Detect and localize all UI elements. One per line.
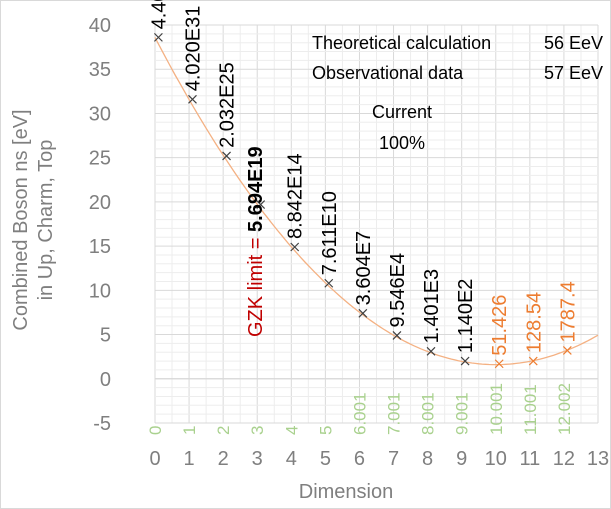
y-tick-label: 35 (89, 59, 111, 81)
marker-stroke (324, 278, 334, 288)
data-point-marker (290, 242, 300, 252)
current-value: 100% (379, 133, 425, 153)
data-point-marker (460, 356, 470, 366)
data-label: 9.546E4 (387, 253, 409, 328)
dimension-label: 0 (146, 426, 165, 435)
data-point-marker (256, 200, 266, 209)
marker-stroke (256, 200, 266, 209)
marker-stroke (494, 359, 504, 369)
data-point-marker (358, 308, 368, 318)
y-axis-title-line-1: Combined Boson ns [eV] (10, 109, 32, 330)
dimension-label: 10.001 (487, 383, 506, 435)
marker-stroke (460, 356, 470, 366)
data-label: 2.032E25 (217, 62, 239, 148)
data-label: 7.611E10 (319, 191, 341, 275)
dimension-label: 2 (214, 426, 233, 435)
gzk-limit-value: 5.694E19 (245, 146, 267, 232)
current-label: Current (372, 102, 432, 122)
data-label: 51.426 (489, 295, 511, 356)
data-point-marker (426, 346, 436, 356)
dimension-label: 6.001 (350, 392, 369, 435)
marker-stroke (426, 346, 436, 356)
data-label: 4.408E38 (148, 0, 170, 29)
dimension-label: 1 (180, 426, 199, 435)
y-tick-label: 40 (89, 15, 111, 37)
data-label: 1787.4 (557, 281, 579, 342)
data-points (153, 32, 572, 369)
x-tick-label: 4 (286, 448, 297, 470)
y-tick-label: 15 (89, 236, 111, 258)
dimension-label: 7.001 (385, 392, 404, 435)
data-label: 3.604E7 (353, 231, 375, 306)
x-tick-label: 2 (218, 448, 229, 470)
dimension-label: 3 (248, 426, 267, 435)
x-tick-label: 3 (252, 448, 263, 470)
observational-data-label: Observational data (312, 63, 464, 83)
data-label: 128.54 (523, 292, 545, 353)
dimension-label: 11.001 (521, 384, 540, 435)
data-label: 1.140E2 (455, 279, 477, 354)
data-point-marker (562, 346, 572, 355)
x-tick-label: 1 (184, 448, 195, 470)
x-tick-label: 8 (422, 448, 433, 470)
x-tick-label: 0 (149, 448, 160, 470)
data-point-marker (392, 331, 402, 340)
x-tick-label: 7 (388, 448, 399, 470)
y-tick-label: -5 (93, 413, 111, 435)
trendline-layer (154, 37, 599, 366)
data-point-marker (153, 32, 163, 42)
data-label: 8.842E14 (285, 153, 307, 239)
dimension-label: 5 (316, 426, 335, 435)
marker-stroke (358, 308, 368, 318)
data-point-marker (528, 356, 538, 366)
marker-stroke (562, 346, 572, 355)
gzk-limit-annotation: GZK limit = 5.694E19 (245, 146, 267, 337)
y-tick-label: 30 (89, 103, 111, 125)
y-tick-label: 0 (100, 369, 111, 391)
data-label: 1.401E3 (421, 269, 443, 344)
y-axis-title-line-2: in Up, Charm, Top (35, 140, 57, 301)
y-tick-label: 20 (89, 192, 111, 214)
x-tick-label: 5 (320, 448, 331, 470)
theoretical-calculation-label: Theoretical calculation (312, 33, 491, 53)
marker-stroke (290, 242, 300, 252)
trendline (154, 37, 599, 366)
dimension-labels: 0 1 2 3 4 5 6.001 7.001 8.001 9.001 10.001 11.001 12… (146, 383, 574, 435)
marker-stroke (528, 356, 538, 366)
x-tick-label: 9 (456, 448, 467, 470)
marker-stroke (188, 94, 197, 104)
x-tick-label: 12 (553, 448, 575, 470)
data-point-marker (324, 278, 334, 288)
marker-stroke (392, 331, 402, 340)
dimension-label: 12.002 (555, 383, 574, 435)
y-tick-label: 5 (100, 325, 111, 347)
y-tick-label: 10 (89, 280, 111, 302)
gzk-limit-prefix: GZK limit = (245, 232, 267, 337)
gridlines (154, 24, 599, 424)
x-tick-label: 11 (519, 448, 540, 470)
theoretical-calculation-value: 56 EeV (544, 33, 603, 53)
data-label: 4.020E31 (182, 6, 204, 92)
dimension-label: 9.001 (453, 392, 472, 435)
dimension-label: 4 (282, 426, 301, 435)
x-tick-label: 13 (587, 448, 609, 470)
data-point-marker (494, 359, 504, 369)
y-tick-label: 25 (89, 148, 111, 170)
dimension-label: 8.001 (419, 392, 438, 435)
data-point-marker (222, 151, 231, 161)
marker-stroke (222, 151, 231, 161)
data-labels: 4.408E38 4.020E31 2.032E25 8.842E14 7.611E10… (148, 0, 579, 356)
observational-data-value: 57 EeV (544, 63, 603, 83)
x-tick-label: 6 (354, 448, 365, 470)
x-axis-title: Dimension (299, 481, 393, 503)
data-point-marker (188, 94, 197, 104)
marker-stroke (153, 32, 163, 42)
x-tick-label: 10 (485, 448, 507, 470)
